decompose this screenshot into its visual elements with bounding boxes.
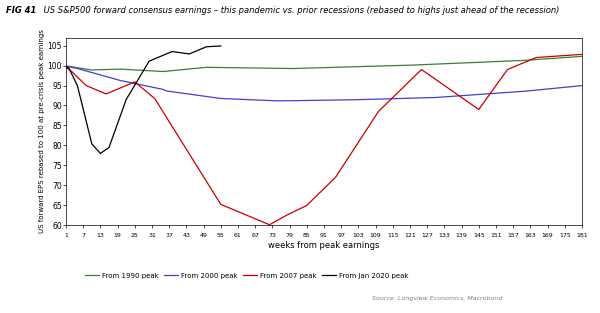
From 1990 peak	[314, 66, 322, 70]
From 2000 peak	[206, 95, 213, 99]
From 1990 peak	[106, 68, 113, 71]
X-axis label: weeks from peak earnings: weeks from peak earnings	[268, 241, 380, 250]
From Jan 2020 peak	[80, 107, 87, 111]
From Jan 2020 peak	[97, 151, 104, 155]
From 2007 peak	[62, 66, 70, 69]
Y-axis label: US forward EPS rebased to 100 at pre-crisis peak earnings: US forward EPS rebased to 100 at pre-cri…	[38, 29, 44, 233]
From 2007 peak	[106, 91, 113, 95]
From 2007 peak	[206, 184, 213, 188]
From Jan 2020 peak	[214, 44, 221, 48]
From Jan 2020 peak	[122, 98, 130, 101]
Line: From 2007 peak: From 2007 peak	[66, 54, 582, 225]
Line: From Jan 2020 peak: From Jan 2020 peak	[66, 46, 221, 153]
From 2000 peak	[578, 84, 586, 88]
From 2000 peak	[493, 91, 500, 95]
From 2000 peak	[62, 64, 70, 68]
From 1990 peak	[312, 66, 319, 70]
Text: US S&P500 forward consensus earnings – this pandemic vs. prior recessions (rebas: US S&P500 forward consensus earnings – t…	[41, 6, 559, 15]
Text: Source: Longview Economics, Macrobond: Source: Longview Economics, Macrobond	[372, 296, 502, 301]
Line: From 2000 peak: From 2000 peak	[66, 66, 582, 101]
From Jan 2020 peak	[91, 145, 98, 149]
From 1990 peak	[209, 65, 216, 69]
From 2000 peak	[312, 99, 319, 102]
From 2000 peak	[106, 75, 113, 79]
From 2007 peak	[314, 192, 322, 196]
From 2000 peak	[314, 99, 322, 102]
Line: From 1990 peak: From 1990 peak	[66, 56, 582, 72]
Text: FIG 41: FIG 41	[6, 6, 37, 15]
From 1990 peak	[140, 69, 147, 72]
From 2007 peak	[493, 84, 500, 87]
From 2007 peak	[140, 87, 147, 91]
From 2000 peak	[140, 84, 147, 87]
From 1990 peak	[62, 64, 70, 68]
From 1990 peak	[493, 60, 500, 64]
From Jan 2020 peak	[62, 65, 70, 69]
From Jan 2020 peak	[217, 44, 224, 48]
From 1990 peak	[160, 70, 167, 74]
From Jan 2020 peak	[103, 147, 110, 151]
From 2000 peak	[275, 99, 282, 103]
From 2007 peak	[312, 195, 319, 199]
Legend: From 1990 peak, From 2000 peak, From 2007 peak, From Jan 2020 peak: From 1990 peak, From 2000 peak, From 200…	[82, 270, 411, 282]
From Jan 2020 peak	[203, 45, 210, 49]
From 2007 peak	[578, 53, 586, 56]
From 2007 peak	[266, 223, 273, 227]
From 1990 peak	[578, 54, 586, 58]
